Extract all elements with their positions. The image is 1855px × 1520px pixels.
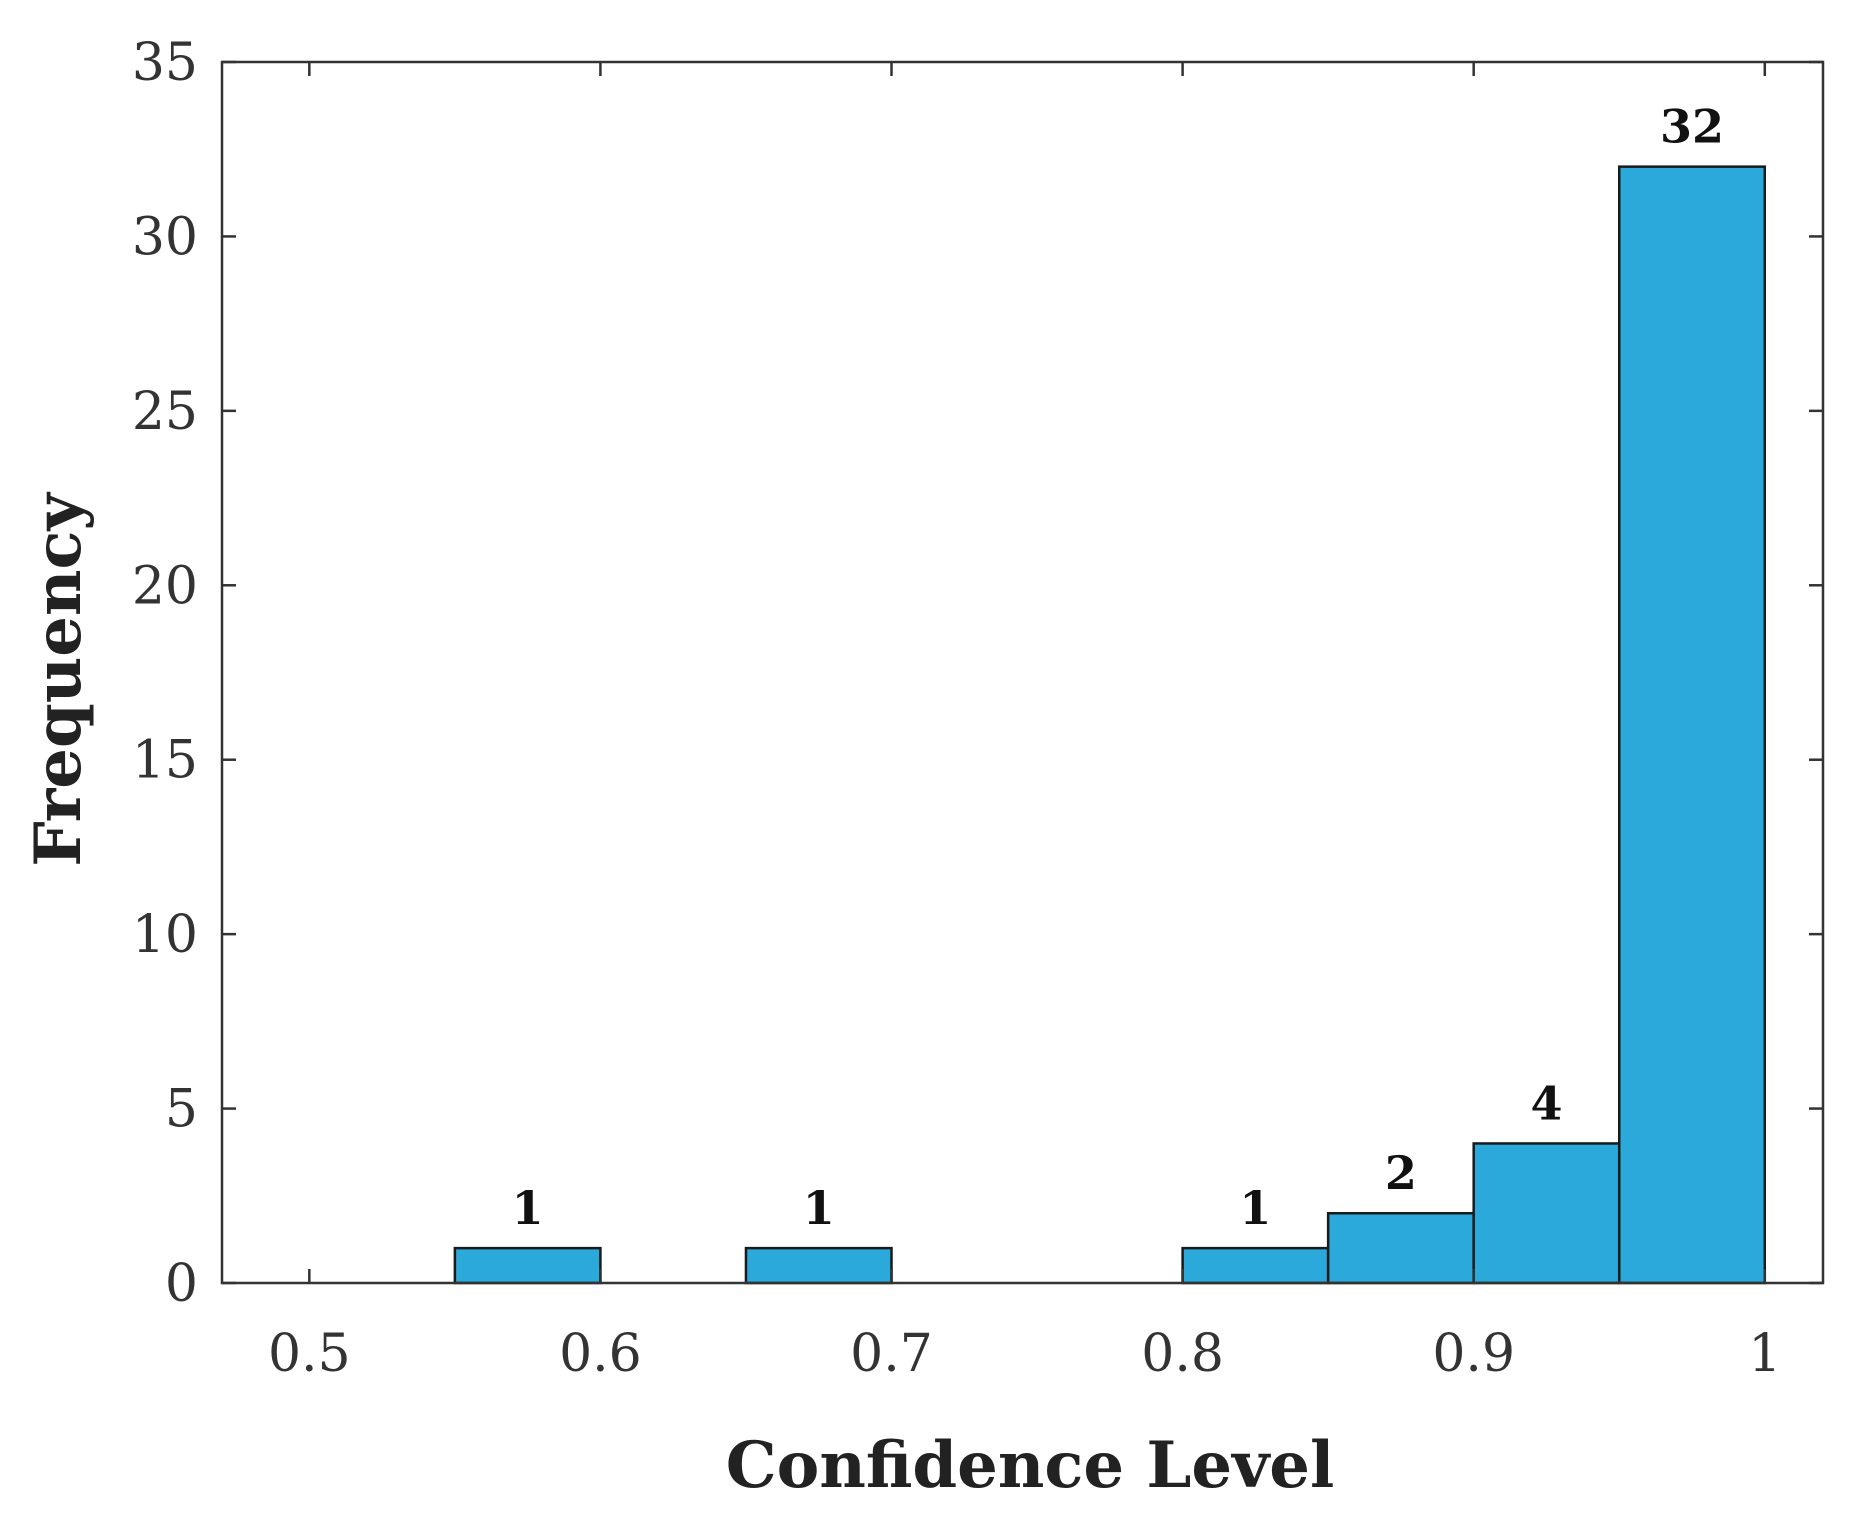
bar-value-label-1: 1 [512, 1181, 544, 1235]
y-tick-label: 15 [132, 731, 198, 791]
y-tick-label: 35 [132, 33, 198, 93]
histogram-bar-6 [1617, 165, 1767, 1285]
x-tick-label: 0.9 [1432, 1324, 1515, 1384]
histogram-bar-5 [1472, 1142, 1621, 1285]
histogram-bar-2 [744, 1246, 893, 1285]
bar-value-label-6: 32 [1660, 100, 1724, 154]
bar-value-label-2: 1 [803, 1181, 835, 1235]
histogram-bar-3 [1181, 1246, 1330, 1285]
y-tick-label: 25 [132, 382, 198, 442]
x-axis-title: Confidence Level [726, 1428, 1335, 1503]
y-tick-label: 20 [132, 556, 198, 616]
x-tick-label: 1 [1748, 1324, 1781, 1384]
y-tick-label: 30 [132, 207, 198, 267]
bar-value-label-4: 2 [1385, 1146, 1417, 1200]
bar-value-label-5: 4 [1530, 1076, 1562, 1130]
y-tick-label: 10 [132, 905, 198, 965]
y-tick-label: 5 [165, 1080, 198, 1140]
y-tick-label: 0 [165, 1254, 198, 1314]
histogram-bar-4 [1326, 1211, 1475, 1285]
x-tick-label: 0.7 [850, 1324, 933, 1384]
x-tick-label: 0.5 [268, 1324, 351, 1384]
y-axis-title: Frequency [21, 491, 96, 866]
ticks-layer [222, 60, 1823, 1285]
plot-frame [220, 60, 1825, 1285]
bar-value-label-3: 1 [1239, 1181, 1271, 1235]
bars-layer [453, 165, 1767, 1285]
x-tick-label: 0.8 [1141, 1324, 1224, 1384]
x-tick-label: 0.6 [559, 1324, 642, 1384]
histogram-bar-1 [453, 1246, 602, 1285]
